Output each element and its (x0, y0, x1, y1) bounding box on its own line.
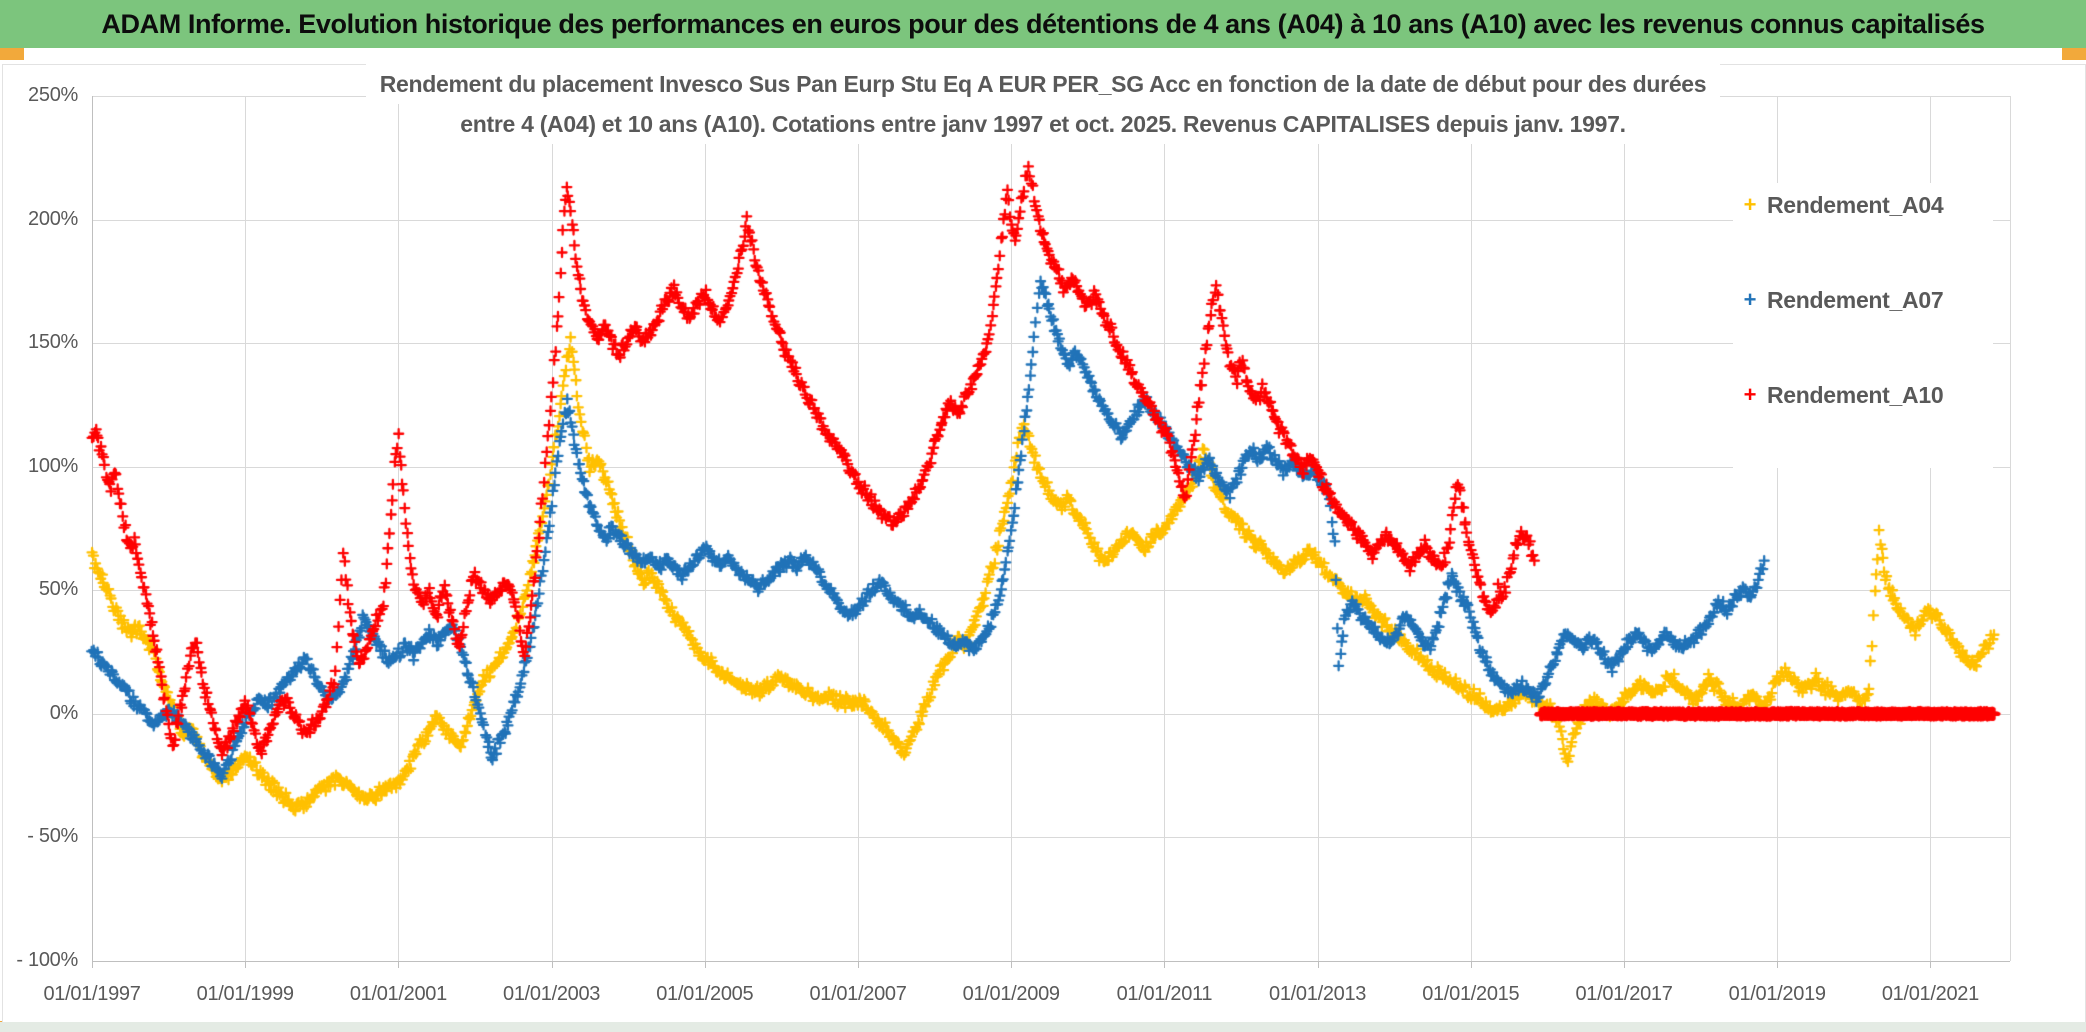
legend-label: Rendement_A10 (1767, 381, 1944, 408)
legend-plus-marker-icon: + (1743, 287, 1757, 312)
legend-label: Rendement_A04 (1767, 191, 1944, 218)
legend-label: Rendement_A07 (1767, 286, 1944, 313)
legend-item-rendement_a04: + Rendement_A04 (1733, 183, 1993, 227)
chart-title: Rendement du placement Invesco Sus Pan E… (0, 64, 2086, 144)
legend: + Rendement_A04 + Rendement_A07 + Rendement_A… (1733, 183, 1993, 468)
legend-plus-marker-icon: + (1743, 382, 1757, 407)
chart-title-line2: entre 4 (A04) et 10 ans (A10). Cotations… (446, 104, 1640, 144)
legend-item-rendement_a07: + Rendement_A07 (1733, 278, 1993, 322)
legend-item-rendement_a10: + Rendement_A10 (1733, 373, 1993, 417)
legend-plus-marker-icon: + (1743, 192, 1757, 217)
chart-title-line1: Rendement du placement Invesco Sus Pan E… (365, 64, 1721, 104)
